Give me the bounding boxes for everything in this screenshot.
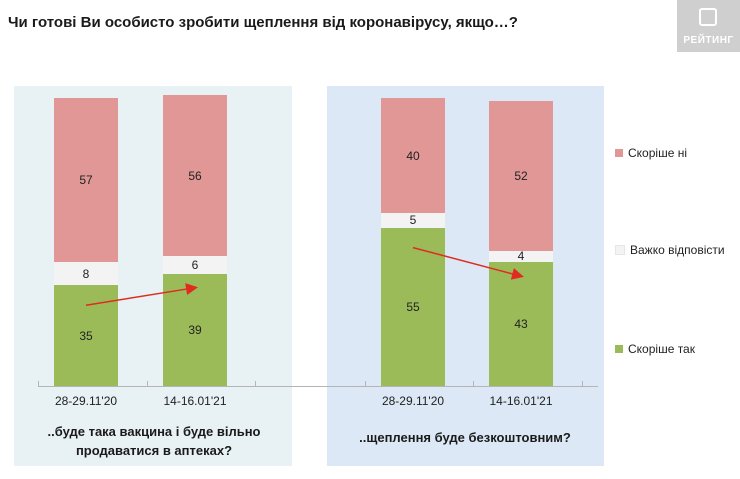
data-label-hard-0: 8: [82, 266, 90, 281]
x-axis-line: [38, 386, 598, 387]
logo-text: РЕЙТИНГ: [683, 35, 734, 46]
chart-title: Чи готові Ви особисто зробити щеплення в…: [8, 14, 518, 31]
group-question-left: ..буде така вакцина і буде вільно продав…: [47, 424, 261, 458]
data-label-no-3: 52: [514, 168, 528, 183]
data-label-hard-3: 4: [517, 249, 525, 264]
logo-mark-icon: [699, 8, 717, 26]
bar-segment-no-3: [489, 100, 553, 251]
legend-swatch-no: [615, 148, 623, 157]
legend-label-no: Скоріше ні: [628, 145, 687, 160]
x-axis-tick-1: [147, 381, 148, 387]
x-tick-label-3: 14-16.01'21: [489, 394, 553, 408]
data-label-hard-1: 6: [191, 258, 199, 273]
data-label-yes-3: 43: [514, 317, 528, 332]
x-tick-label-1: 14-16.01'21: [163, 394, 227, 408]
x-axis-tick-5: [582, 381, 583, 387]
legend-item-hard: Важко відповісти: [615, 242, 725, 257]
group-background-right: [327, 86, 604, 466]
x-axis-tick-2: [255, 381, 256, 387]
legend-label-yes: Скоріше так: [628, 341, 695, 356]
data-label-no-0: 57: [79, 173, 93, 188]
data-label-no-2: 40: [406, 148, 420, 163]
x-axis-tick-0: [38, 381, 39, 387]
data-label-yes-0: 35: [79, 328, 93, 343]
data-label-yes-2: 55: [406, 299, 420, 314]
legend-item-no: Скоріше ні: [615, 145, 687, 160]
legend-swatch-hard: [615, 244, 625, 255]
data-label-hard-2: 5: [409, 213, 417, 228]
x-axis-tick-3: [365, 381, 366, 387]
data-label-yes-1: 39: [188, 322, 202, 337]
bar-segment-yes-3: [489, 262, 553, 386]
x-tick-label-0: 28-29.11'20: [54, 394, 118, 408]
data-label-no-1: 56: [188, 168, 202, 183]
bar-segment-hard-0: [54, 262, 118, 286]
legend-label-hard: Важко відповісти: [630, 242, 725, 257]
group-question-right: ..щеплення буде безкоштовним?: [359, 430, 571, 445]
bar-segment-hard-1: [163, 256, 227, 274]
legend-swatch-yes: [615, 344, 623, 353]
bar-segment-hard-2: [381, 213, 445, 228]
bar-segment-no-1: [163, 95, 227, 257]
legend-item-yes: Скоріше так: [615, 341, 695, 356]
x-tick-label-2: 28-29.11'20: [381, 394, 445, 408]
x-axis-tick-4: [473, 381, 474, 387]
bar-segment-no-2: [381, 98, 445, 214]
bar-segment-no-0: [54, 98, 118, 263]
rating-logo: РЕЙТИНГ: [677, 0, 740, 52]
